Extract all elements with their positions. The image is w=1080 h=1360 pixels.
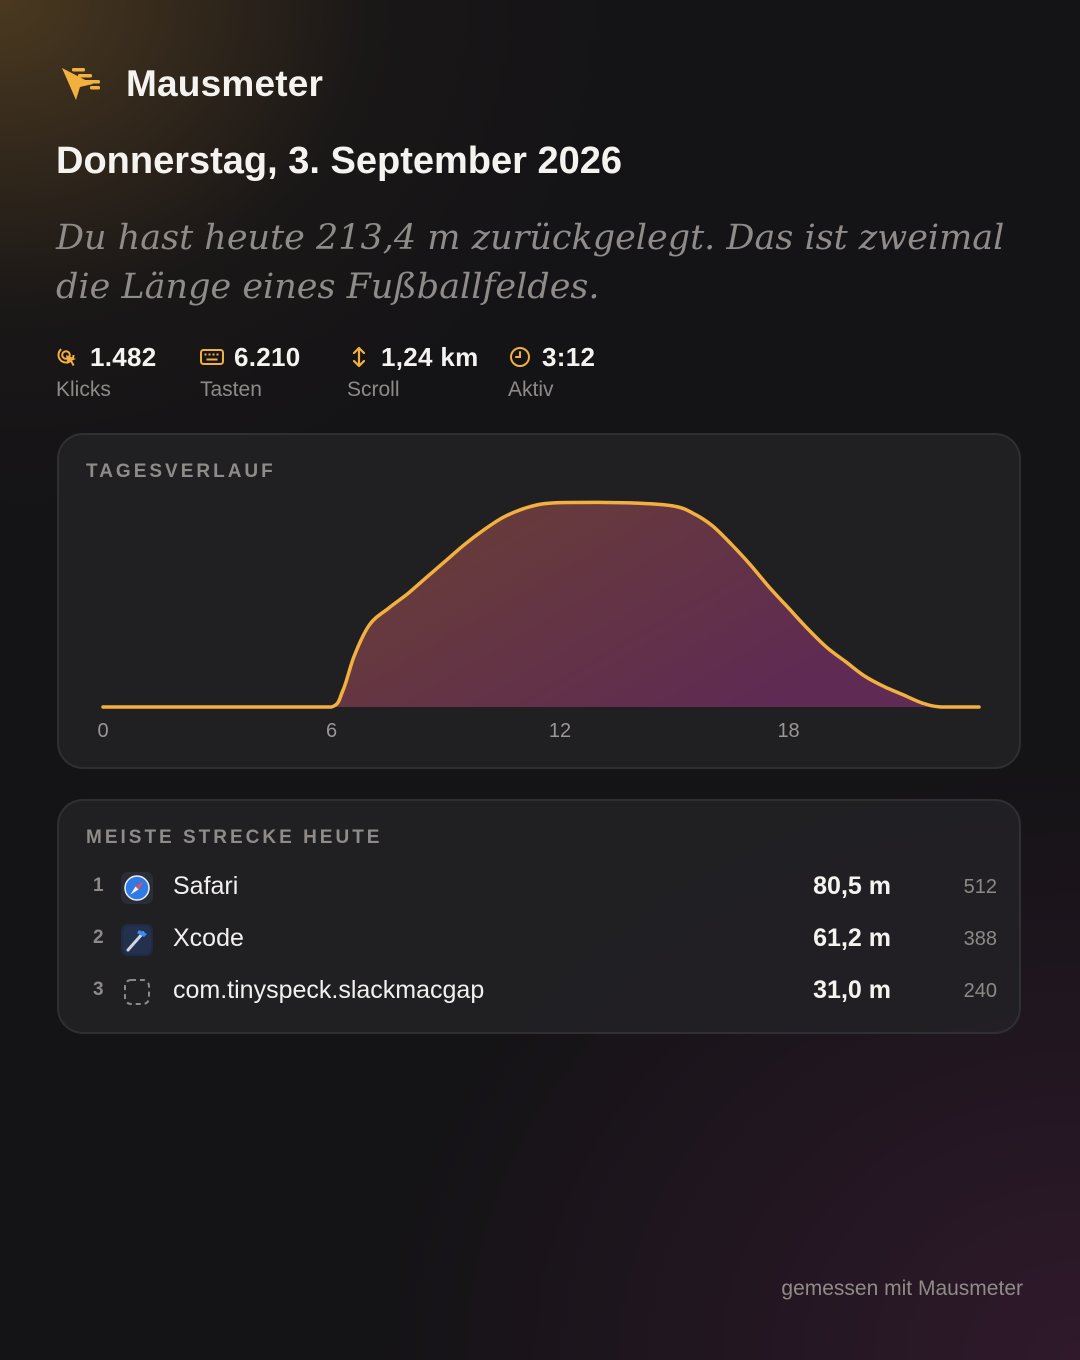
distance-summary: Du hast heute 213,4 m zurückgelegt. Das … <box>56 218 1005 307</box>
app-name: com.tinyspeck.slackmacgap <box>173 976 485 1004</box>
stat-active: 3:12 Aktiv <box>508 340 595 402</box>
activity-area <box>103 502 979 707</box>
keyboard-icon <box>200 349 224 365</box>
app-name: Xcode <box>173 924 244 952</box>
app-name: Safari <box>173 872 239 900</box>
stat-clicks: 1.482 Klicks <box>56 340 157 402</box>
placeholder-app-icon <box>124 979 150 1005</box>
activity-line <box>101 500 981 709</box>
safari-icon <box>121 872 153 904</box>
clock-icon <box>510 347 530 367</box>
top-apps-card: MEISTE STRECKE HEUTE 1 Safari 80,5 m 512… <box>57 799 1021 1034</box>
stat-keys: 6.210 Tasten <box>200 340 301 402</box>
stat-value: 3:12 <box>542 341 596 372</box>
stat-value: 6.210 <box>234 341 301 372</box>
click-icon <box>57 346 76 366</box>
stat-label: Scroll <box>347 378 400 401</box>
chart-title: TAGESVERLAUF <box>86 461 276 482</box>
app-distance: 61,2 m <box>813 924 891 952</box>
scroll-arrows-icon <box>352 346 366 368</box>
app-count: 240 <box>963 980 997 1002</box>
x-tick-label: 0 <box>97 720 108 742</box>
app-distance: 31,0 m <box>813 976 891 1004</box>
xcode-icon <box>121 924 153 956</box>
app-rank: 3 <box>93 979 104 1000</box>
app-distance: 80,5 m <box>813 872 891 900</box>
app-rank: 2 <box>93 927 104 948</box>
activity-chart: 0 6 12 18 <box>97 500 981 742</box>
app-row: 2 Xcode 61,2 m 388 <box>59 921 1023 961</box>
stat-scroll: 1,24 km Scroll <box>347 340 479 402</box>
stat-label: Tasten <box>200 378 262 401</box>
footer-credit: gemessen mit Mausmeter <box>781 1277 1023 1300</box>
app-count: 388 <box>963 928 997 950</box>
stat-label: Aktiv <box>508 378 554 401</box>
app-row: 3 com.tinyspeck.slackmacgap 31,0 m 240 <box>59 973 1023 1013</box>
app-count: 512 <box>963 876 997 898</box>
top-apps-title: MEISTE STRECKE HEUTE <box>86 827 383 848</box>
activity-chart-card: TAGESVERLAUF 0 6 12 18 <box>57 433 1021 769</box>
date-heading: Donnerstag, 3. September 2026 <box>56 140 622 182</box>
x-tick-label: 6 <box>326 720 337 742</box>
cursor-speed-icon <box>62 68 100 100</box>
x-tick-label: 18 <box>777 720 799 742</box>
app-header: Mausmeter <box>56 60 323 108</box>
stat-value: 1.482 <box>90 341 157 372</box>
stat-value: 1,24 km <box>381 341 479 372</box>
app-row: 1 Safari 80,5 m 512 <box>59 869 1023 909</box>
x-tick-label: 12 <box>549 720 571 742</box>
app-name: Mausmeter <box>126 63 324 104</box>
stat-label: Klicks <box>56 378 111 401</box>
app-rank: 1 <box>93 875 104 896</box>
